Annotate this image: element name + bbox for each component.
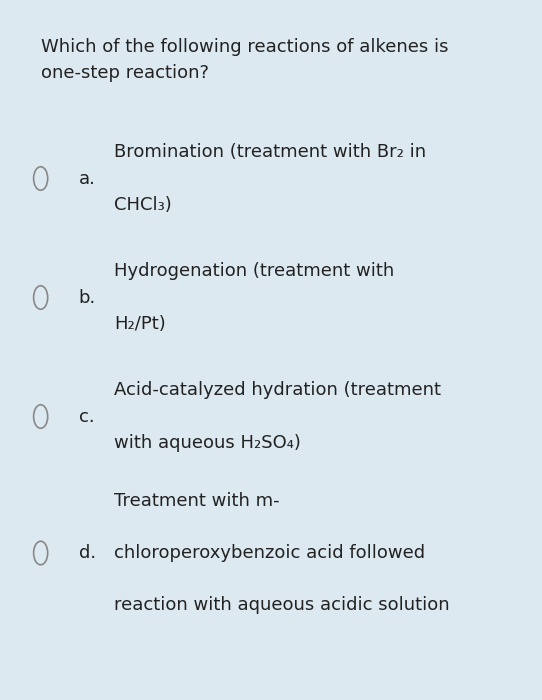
Text: b.: b. bbox=[79, 288, 96, 307]
Text: a.: a. bbox=[79, 169, 95, 188]
Text: H₂/Pt): H₂/Pt) bbox=[114, 315, 165, 332]
Text: Acid-catalyzed hydration (treatment: Acid-catalyzed hydration (treatment bbox=[114, 382, 441, 399]
Text: Treatment with m-: Treatment with m- bbox=[114, 491, 280, 510]
Text: c.: c. bbox=[79, 407, 94, 426]
Text: Hydrogenation (treatment with: Hydrogenation (treatment with bbox=[114, 262, 394, 280]
Text: chloroperoxybenzoic acid followed: chloroperoxybenzoic acid followed bbox=[114, 544, 425, 562]
Text: CHCl₃): CHCl₃) bbox=[114, 196, 172, 214]
Text: reaction with aqueous acidic solution: reaction with aqueous acidic solution bbox=[114, 596, 449, 615]
Text: Bromination (treatment with Br₂ in: Bromination (treatment with Br₂ in bbox=[114, 144, 426, 161]
Text: Which of the following reactions of alkenes is
one-step reaction?: Which of the following reactions of alke… bbox=[41, 38, 448, 82]
Text: d.: d. bbox=[79, 544, 96, 562]
Text: with aqueous H₂SO₄): with aqueous H₂SO₄) bbox=[114, 434, 301, 452]
